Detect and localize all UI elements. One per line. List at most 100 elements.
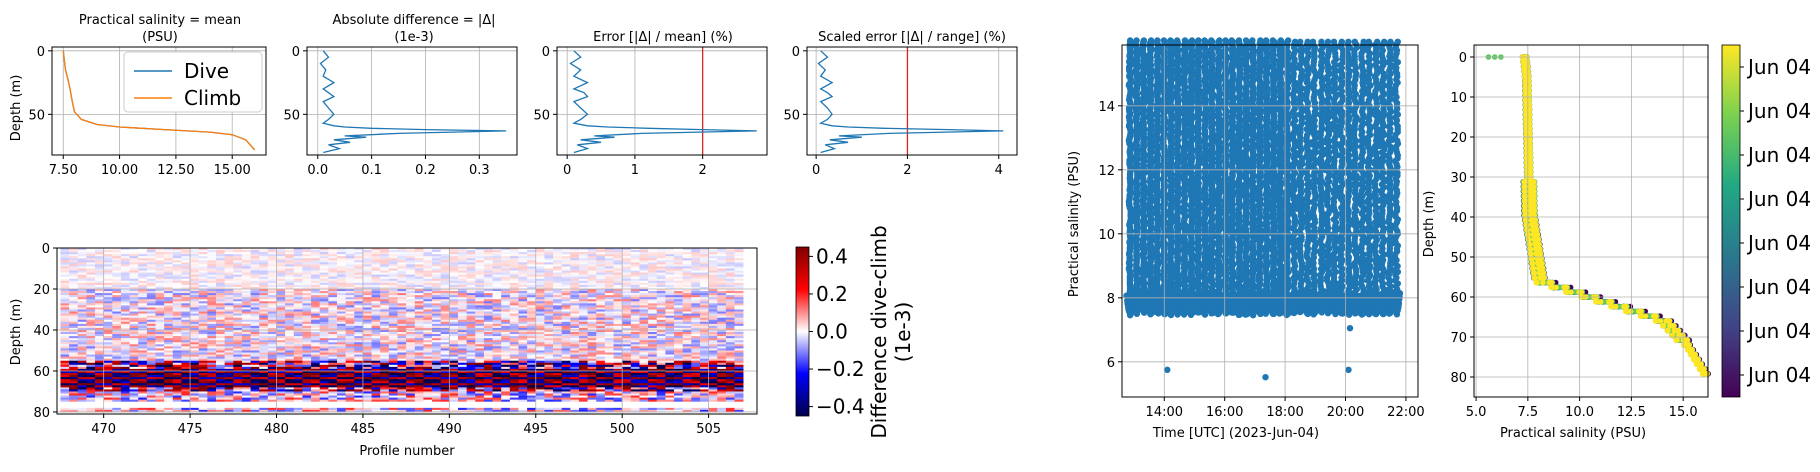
heatmap-cell <box>207 314 216 316</box>
heatmap-cell <box>78 295 87 297</box>
heatmap-cell <box>104 254 113 256</box>
heatmap-cell <box>242 400 251 402</box>
heatmap-cell <box>130 266 139 268</box>
heatmap-cell <box>363 285 372 287</box>
heatmap-cell <box>277 379 286 381</box>
heatmap-cell <box>216 355 225 357</box>
heatmap-cell <box>553 260 562 262</box>
heatmap-cell <box>380 357 389 359</box>
heatmap-cell <box>311 307 320 309</box>
heatmap-cell <box>121 285 130 287</box>
heatmap-cell <box>510 314 519 316</box>
heatmap-cell <box>277 340 286 342</box>
heatmap-cell <box>372 283 381 285</box>
heatmap-cell <box>484 367 493 369</box>
heatmap-cell <box>380 260 389 262</box>
heatmap-cell <box>78 398 87 400</box>
heatmap-cell <box>147 258 156 260</box>
heatmap-cell <box>60 389 69 391</box>
heatmap-cell <box>397 283 406 285</box>
heatmap-cell <box>207 252 216 254</box>
heatmap-cell <box>397 342 406 344</box>
heatmap-cell <box>121 340 130 342</box>
heatmap-cell <box>475 406 484 408</box>
heatmap-cell <box>78 387 87 389</box>
heatmap-cell <box>553 281 562 283</box>
heatmap-cell <box>259 391 268 393</box>
heatmap-cell <box>363 309 372 311</box>
heatmap-cell <box>423 279 432 281</box>
heatmap-cell <box>285 373 294 375</box>
heatmap-cell <box>518 406 527 408</box>
heatmap-cell <box>225 268 234 270</box>
heatmap-cell <box>432 396 441 398</box>
heatmap-cell <box>121 324 130 326</box>
heatmap-cell <box>173 301 182 303</box>
heatmap-cell <box>579 379 588 381</box>
heatmap-cell <box>294 283 303 285</box>
heatmap-cell <box>104 277 113 279</box>
heatmap-cell <box>320 314 329 316</box>
heatmap-cell <box>225 332 234 334</box>
heatmap-cell <box>562 348 571 350</box>
heatmap-cell <box>78 363 87 365</box>
heatmap-cell <box>346 336 355 338</box>
heatmap-cell <box>259 346 268 348</box>
heatmap-cell <box>415 332 424 334</box>
heatmap-cell <box>562 361 571 363</box>
heatmap-cell <box>251 295 260 297</box>
heatmap-cell <box>518 262 527 264</box>
heatmap-cell <box>397 268 406 270</box>
heatmap-cell <box>112 348 121 350</box>
heatmap-cell <box>432 275 441 277</box>
heatmap-cell <box>277 373 286 375</box>
heatmap-cell <box>112 367 121 369</box>
heatmap-cell <box>112 268 121 270</box>
heatmap-cell <box>112 309 121 311</box>
heatmap-cell <box>363 346 372 348</box>
heatmap-cell <box>302 293 311 295</box>
heatmap-cell <box>302 320 311 322</box>
heatmap-cell <box>389 254 398 256</box>
heatmap-cell <box>415 396 424 398</box>
heatmap-cell <box>544 309 553 311</box>
heatmap-cell <box>458 344 467 346</box>
heatmap-cell <box>147 320 156 322</box>
heatmap-cell <box>467 293 476 295</box>
heatmap-cell <box>156 379 165 381</box>
heatmap-cell <box>553 268 562 270</box>
heatmap-cell <box>259 398 268 400</box>
heatmap-cell <box>242 260 251 262</box>
heatmap-cell <box>86 332 95 334</box>
heatmap-cell <box>311 326 320 328</box>
heatmap-cell <box>311 338 320 340</box>
heatmap-cell <box>121 402 130 404</box>
heatmap-cell <box>501 277 510 279</box>
heatmap-cell <box>60 387 69 389</box>
heatmap-cell <box>268 381 277 383</box>
heatmap-cell <box>484 309 493 311</box>
heatmap-cell <box>363 299 372 301</box>
heatmap-cell <box>112 316 121 318</box>
heatmap-cell <box>346 266 355 268</box>
heatmap-cell <box>164 355 173 357</box>
heatmap-cell <box>484 342 493 344</box>
heatmap-cell <box>544 285 553 287</box>
heatmap-cell <box>527 361 536 363</box>
heatmap-cell <box>372 266 381 268</box>
heatmap-cell <box>441 334 450 336</box>
heatmap-cell <box>320 312 329 314</box>
heatmap-cell <box>86 324 95 326</box>
heatmap-cell <box>60 336 69 338</box>
heatmap-cell <box>380 322 389 324</box>
heatmap-cell <box>156 357 165 359</box>
heatmap-cell <box>441 318 450 320</box>
heatmap-cell <box>268 277 277 279</box>
heatmap-cell <box>449 389 458 391</box>
difference-series-line <box>321 51 507 153</box>
heatmap-cell <box>104 301 113 303</box>
heatmap-cell <box>147 322 156 324</box>
heatmap-cell <box>104 346 113 348</box>
heatmap-cell <box>268 379 277 381</box>
heatmap-cell <box>190 346 199 348</box>
